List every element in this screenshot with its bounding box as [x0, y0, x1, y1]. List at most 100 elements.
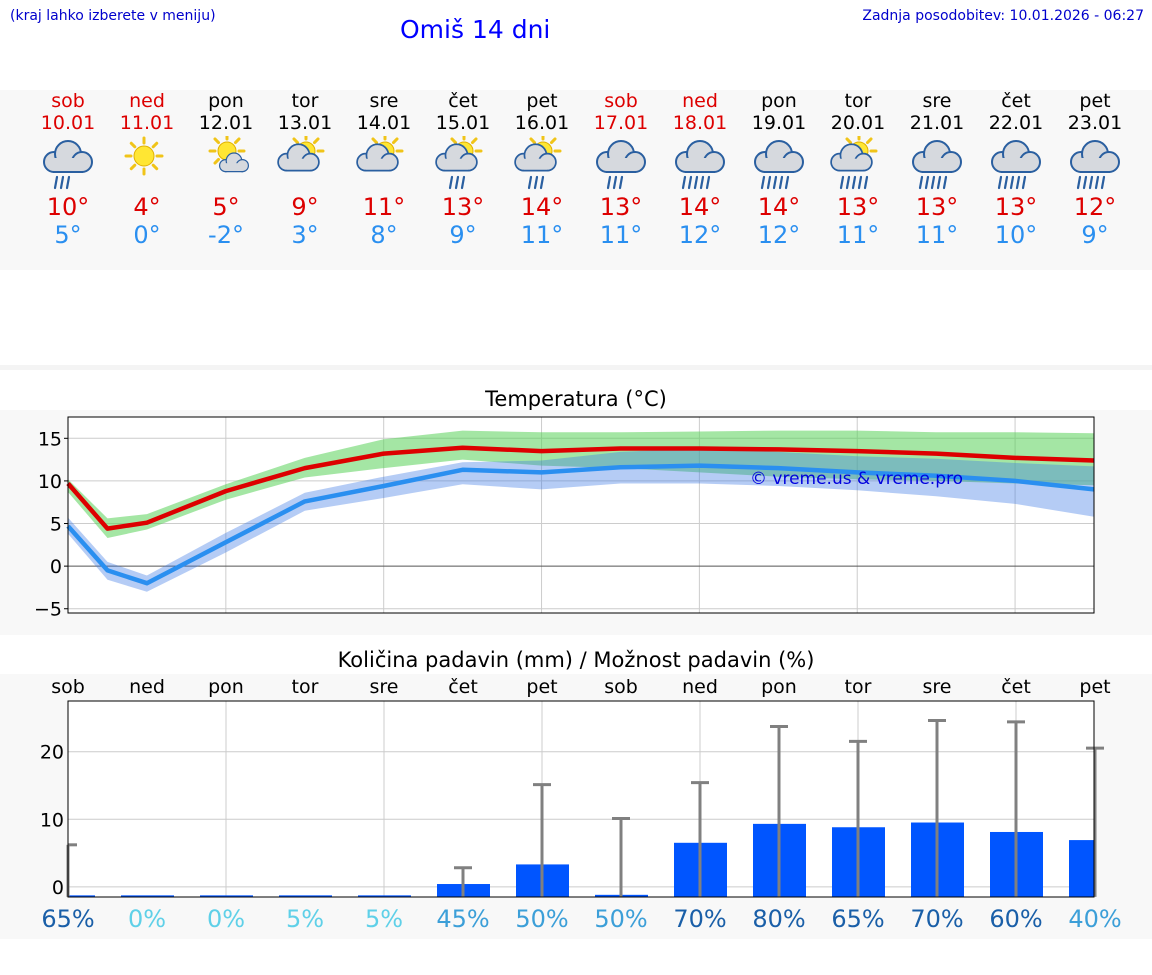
cloud-shape [912, 140, 962, 173]
probability-label: 45% [436, 905, 489, 933]
temp-min: 9° [1081, 221, 1109, 249]
separator [0, 365, 1152, 370]
day-name: ned [129, 90, 165, 112]
day-forecast: sre 14.01 11° 8° [345, 90, 423, 249]
cloud-body [523, 158, 548, 171]
y-tick-label: −5 [34, 599, 62, 621]
rain-drop [997, 175, 1003, 190]
temp-min: 12° [678, 221, 722, 249]
rain-drop [784, 175, 790, 190]
day-date: 12.01 [198, 112, 254, 134]
precip-bar [68, 895, 95, 897]
day-forecast: pon 12.01 5° -2° [187, 90, 265, 249]
y-tick-label: 10 [40, 809, 64, 831]
day-forecast: tor 13.01 9° 3° [266, 90, 344, 249]
cloud-body [1081, 158, 1109, 172]
cloud-body [286, 158, 311, 171]
sun-ray [151, 141, 159, 149]
cloud-body [607, 158, 635, 172]
probability-label: 5% [286, 905, 324, 933]
day-name: sob [51, 90, 85, 112]
cloud-body [839, 158, 864, 171]
day-forecast: sob 17.01 13° 11° [582, 90, 660, 249]
day-forecast: pet 23.01 12° 9° [1056, 90, 1134, 249]
cloud-shape [435, 143, 478, 172]
y-tick-label: 0 [52, 877, 64, 899]
rain-drop [53, 175, 59, 190]
temp-min: 11° [836, 221, 880, 249]
sun-small-cloud-icon [208, 136, 250, 173]
daily-forecast-strip: sob 10.01 10° 5° ned 11.01 4° 0° pon 12.01 5° -2° to… [0, 90, 1152, 270]
cloud-body [765, 158, 793, 172]
x-category-label: pet [1079, 676, 1110, 698]
cloud-body [923, 158, 951, 172]
day-name: pon [208, 90, 244, 112]
sun-ray [233, 137, 241, 145]
day-date: 13.01 [277, 112, 333, 134]
rain-drop [845, 175, 851, 190]
max-range-band [68, 430, 1094, 538]
rain-drop [460, 175, 466, 190]
day-name: čet [448, 90, 478, 112]
cloud-shape [277, 143, 320, 172]
sun-ray [129, 141, 137, 149]
temp-min: 0° [133, 221, 161, 249]
day-date: 20.01 [830, 112, 886, 134]
temperature-chart-title: Temperatura (°C) [485, 387, 667, 411]
sun-ray [391, 137, 399, 145]
day-forecast: sre 21.01 13° 11° [898, 90, 976, 249]
rain-drop [59, 175, 65, 190]
temp-max: 10° [46, 193, 90, 221]
day-date: 18.01 [672, 112, 728, 134]
day-forecast: sob 10.01 10° 5° [29, 90, 107, 249]
rain-drop [857, 175, 863, 190]
rain-drop [1094, 175, 1100, 190]
sun-cloud-rain-icon [514, 136, 562, 190]
min-range-band [68, 448, 1094, 592]
day-name: čet [1001, 90, 1031, 112]
rain-drop [65, 175, 71, 190]
day-name: tor [844, 90, 872, 112]
rain-drop [936, 175, 942, 190]
rain-drop [448, 175, 454, 190]
cloud-heavy-rain-icon [675, 140, 725, 190]
temperature-chart: 15 10 5 0 −5 © vreme.us & vreme.pro [0, 410, 1152, 635]
day-date: 10.01 [40, 112, 96, 134]
temp-max: 12° [1073, 193, 1117, 221]
cloud-body [365, 158, 390, 171]
watermark: © vreme.us & vreme.pro [750, 469, 963, 489]
probability-label: 0% [207, 905, 245, 933]
rain-drop [863, 175, 869, 190]
rain-drops [448, 175, 466, 190]
location-menu-hint[interactable]: (kraj lahko izberete v meniju) [10, 8, 216, 24]
rain-drop [612, 175, 618, 190]
probability-label: 50% [515, 905, 568, 933]
last-update: Zadnja posodobitev: 10.01.2026 - 06:27 [862, 8, 1144, 24]
day-date: 16.01 [514, 112, 570, 134]
precip-bar [279, 895, 332, 897]
temp-min: 12° [757, 221, 801, 249]
cloud-body [225, 163, 243, 172]
page-title: Omiš 14 dni [400, 15, 551, 44]
x-category-label: tor [292, 676, 319, 698]
probability-label: 65% [831, 905, 884, 933]
precipitation-chart-title: Količina padavin (mm) / Možnost padavin … [337, 648, 815, 672]
temp-max: 14° [520, 193, 564, 221]
day-name: pet [1079, 90, 1111, 112]
cloud-shape [219, 152, 250, 173]
x-category-label: sre [923, 676, 952, 698]
rain-drop [1015, 175, 1021, 190]
sun-cloud-heavy-rain-icon [830, 136, 878, 190]
x-category-label: pon [208, 676, 244, 698]
cloud-body [686, 158, 714, 172]
x-category-label: sob [604, 676, 638, 698]
day-date: 23.01 [1067, 112, 1123, 134]
temp-max: 13° [599, 193, 643, 221]
rain-drop [1003, 175, 1009, 190]
sun-ray [470, 137, 478, 145]
probability-label: 60% [989, 905, 1042, 933]
day-date: 17.01 [593, 112, 649, 134]
y-tick-label: 20 [40, 742, 64, 764]
rain-drop [1082, 175, 1088, 190]
rain-drop [1021, 175, 1027, 190]
